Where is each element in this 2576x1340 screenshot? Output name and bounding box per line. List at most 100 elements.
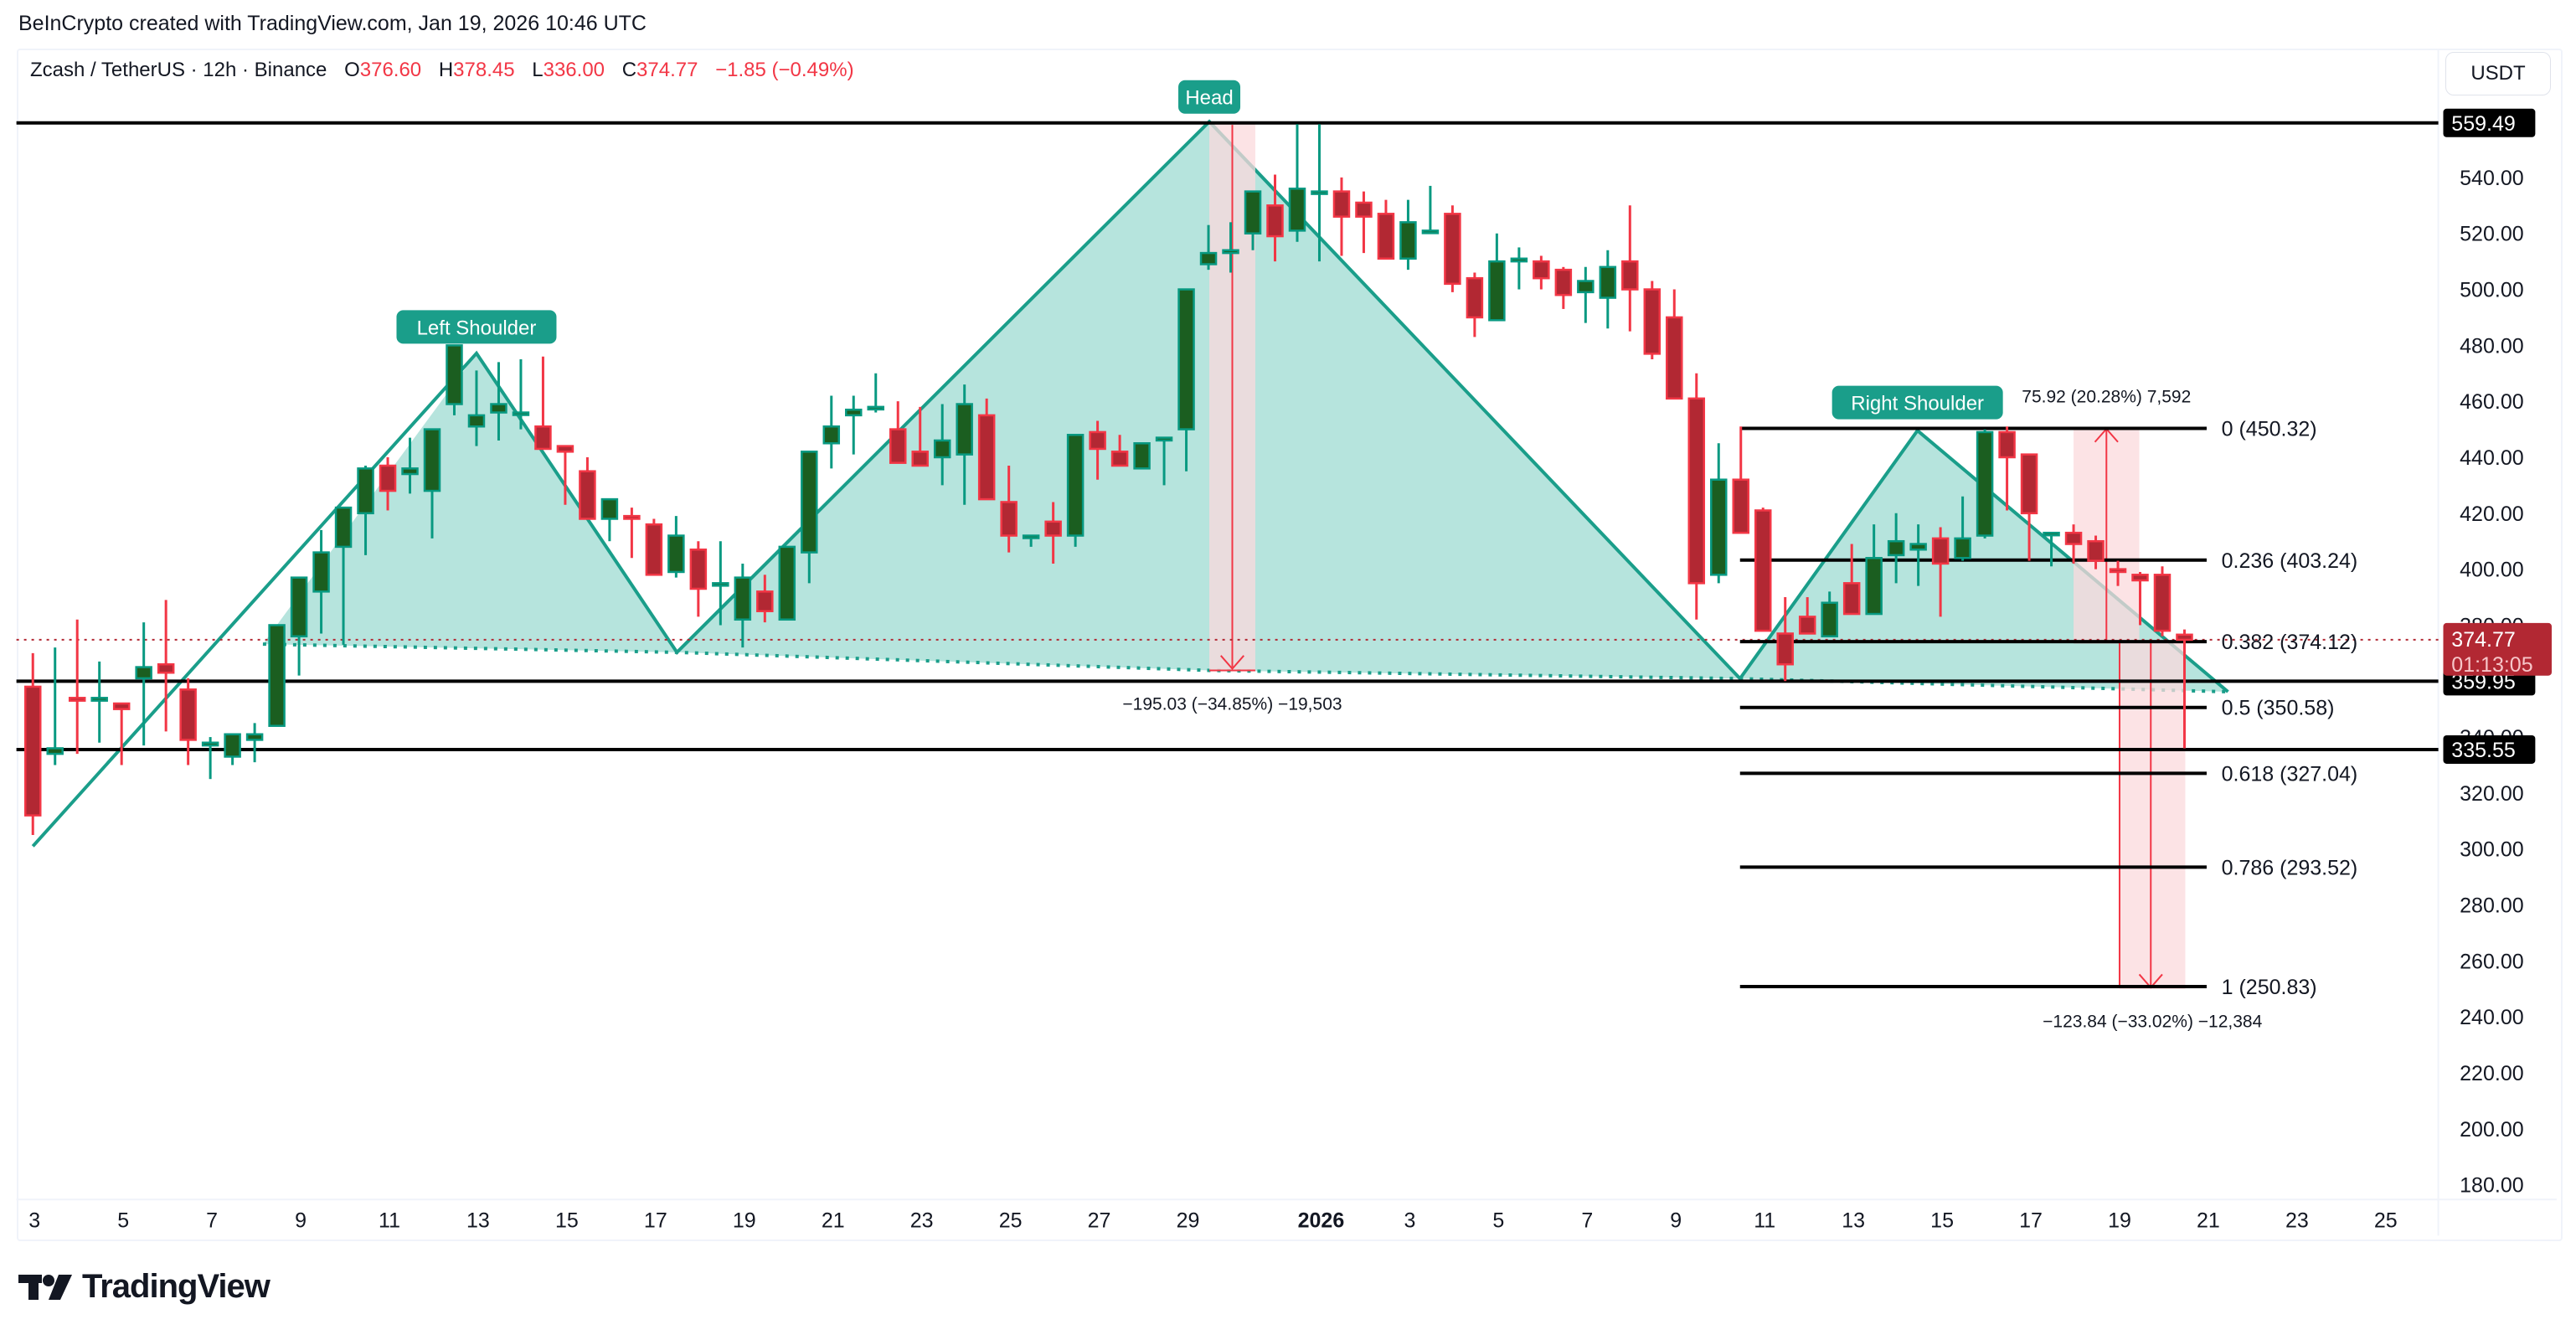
- candle[interactable]: [1798, 597, 1816, 635]
- candle[interactable]: [268, 624, 286, 727]
- candle[interactable]: [1666, 289, 1683, 400]
- candle[interactable]: [1421, 185, 1440, 234]
- candle[interactable]: [534, 356, 552, 451]
- candle[interactable]: [1998, 426, 2016, 511]
- candle[interactable]: [1355, 191, 1373, 254]
- candle[interactable]: [1510, 247, 1528, 290]
- candle[interactable]: [623, 508, 641, 559]
- candle[interactable]: [1776, 597, 1794, 682]
- candle[interactable]: [911, 406, 929, 467]
- candle[interactable]: [1554, 266, 1573, 309]
- candle[interactable]: [756, 575, 774, 623]
- candle[interactable]: [467, 370, 486, 446]
- candle[interactable]: [2109, 560, 2127, 586]
- candle[interactable]: [490, 362, 507, 441]
- candle[interactable]: [645, 518, 663, 576]
- candle[interactable]: [2087, 535, 2105, 570]
- candle[interactable]: [689, 541, 708, 617]
- candle[interactable]: [889, 401, 907, 464]
- candle[interactable]: [1687, 373, 1706, 620]
- candle[interactable]: [334, 506, 353, 645]
- candle[interactable]: [379, 456, 397, 511]
- candle[interactable]: [2176, 629, 2193, 749]
- candle[interactable]: [933, 404, 951, 486]
- candle[interactable]: [1621, 205, 1639, 332]
- candle[interactable]: [2064, 524, 2083, 564]
- candle[interactable]: [712, 541, 729, 626]
- candle[interactable]: [1954, 496, 1971, 561]
- candle[interactable]: [1821, 591, 1838, 638]
- candle[interactable]: [1909, 524, 1927, 586]
- candle[interactable]: [312, 529, 330, 634]
- candle[interactable]: [956, 384, 973, 505]
- candle[interactable]: [1976, 429, 1994, 539]
- candle[interactable]: [1488, 233, 1506, 322]
- candle[interactable]: [977, 398, 996, 501]
- candle[interactable]: [801, 451, 818, 584]
- candle[interactable]: [1000, 466, 1018, 553]
- candle[interactable]: [446, 344, 463, 415]
- candle[interactable]: [1155, 436, 1173, 486]
- candle[interactable]: [1399, 199, 1417, 271]
- candle[interactable]: [245, 723, 264, 763]
- candle[interactable]: [179, 678, 197, 765]
- candle[interactable]: [556, 445, 574, 505]
- candle[interactable]: [2131, 571, 2149, 626]
- candle[interactable]: [1244, 190, 1262, 250]
- candle[interactable]: [1643, 281, 1662, 360]
- candle[interactable]: [1732, 426, 1749, 534]
- candle[interactable]: [1931, 527, 1950, 617]
- candle[interactable]: [112, 702, 131, 765]
- candle[interactable]: [1710, 443, 1728, 584]
- candle[interactable]: [224, 733, 241, 765]
- currency-selector[interactable]: USDT: [2445, 52, 2551, 95]
- candle[interactable]: [90, 661, 108, 743]
- candle[interactable]: [1865, 524, 1883, 616]
- candle[interactable]: [201, 737, 219, 780]
- candle[interactable]: [512, 359, 530, 430]
- candle[interactable]: [1599, 250, 1617, 329]
- candle[interactable]: [1754, 508, 1772, 632]
- candle[interactable]: [2020, 453, 2038, 561]
- candle[interactable]: [667, 516, 685, 578]
- candle[interactable]: [46, 647, 64, 765]
- candle[interactable]: [2043, 531, 2060, 567]
- candle[interactable]: [734, 563, 752, 648]
- candle[interactable]: [1177, 288, 1195, 472]
- candle[interactable]: [1311, 124, 1328, 262]
- candle[interactable]: [579, 456, 596, 520]
- candle[interactable]: [1466, 272, 1484, 338]
- candle[interactable]: [2153, 566, 2172, 636]
- candle[interactable]: [1089, 420, 1106, 480]
- candle[interactable]: [23, 652, 42, 836]
- candle[interactable]: [1288, 124, 1306, 242]
- candle[interactable]: [401, 437, 419, 494]
- candle[interactable]: [1377, 199, 1395, 260]
- candle[interactable]: [867, 373, 884, 413]
- candle[interactable]: [157, 600, 175, 732]
- candle[interactable]: [1110, 435, 1129, 467]
- candle[interactable]: [290, 576, 308, 676]
- candle[interactable]: [1133, 442, 1151, 470]
- candle[interactable]: [1044, 502, 1062, 564]
- candle[interactable]: [1887, 513, 1905, 584]
- candle[interactable]: [600, 497, 619, 542]
- candle[interactable]: [822, 395, 841, 469]
- candle[interactable]: [423, 428, 441, 539]
- candle[interactable]: [1577, 266, 1595, 323]
- candle[interactable]: [845, 395, 863, 455]
- candle[interactable]: [1533, 255, 1550, 290]
- candle[interactable]: [1842, 544, 1861, 616]
- candle[interactable]: [1199, 224, 1218, 271]
- candle[interactable]: [357, 466, 374, 555]
- candle[interactable]: [1066, 434, 1084, 547]
- candle[interactable]: [68, 619, 86, 755]
- symbol-title[interactable]: Zcash / TetherUS · 12h · Binance: [30, 59, 327, 81]
- candle[interactable]: [1266, 174, 1284, 262]
- candle[interactable]: [1022, 534, 1040, 547]
- candle[interactable]: [778, 545, 796, 621]
- candle[interactable]: [135, 622, 152, 746]
- candle[interactable]: [1222, 222, 1239, 273]
- candle[interactable]: [1444, 205, 1461, 292]
